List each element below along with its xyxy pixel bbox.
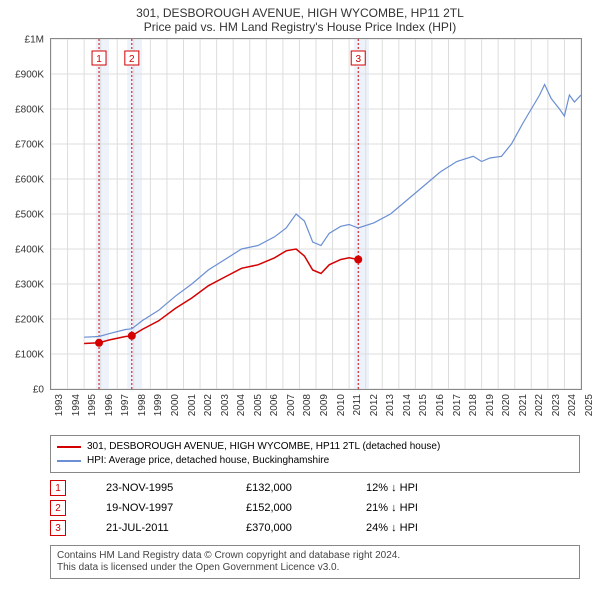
- chart-subtitle: Price paid vs. HM Land Registry's House …: [0, 20, 600, 38]
- x-tick-label: 1998: [137, 394, 148, 416]
- y-tick-label: £400K: [15, 245, 44, 256]
- x-tick-label: 1996: [104, 394, 115, 416]
- x-tick-label: 2021: [518, 394, 529, 416]
- legend-row: HPI: Average price, detached house, Buck…: [57, 454, 573, 468]
- event-price: £152,000: [246, 502, 326, 514]
- event-row: 1 23-NOV-1995 £132,000 12% ↓ HPI: [50, 478, 580, 498]
- svg-text:1: 1: [96, 54, 102, 65]
- chart-title: 301, DESBOROUGH AVENUE, HIGH WYCOMBE, HP…: [0, 0, 600, 20]
- x-tick-label: 1999: [153, 394, 164, 416]
- y-tick-label: £0: [33, 385, 44, 396]
- y-tick-label: £100K: [15, 350, 44, 361]
- legend-label: 301, DESBOROUGH AVENUE, HIGH WYCOMBE, HP…: [87, 440, 440, 454]
- x-tick-label: 2024: [567, 394, 578, 416]
- plot-svg: 1 2 3: [51, 39, 581, 389]
- x-tick-label: 2022: [534, 394, 545, 416]
- y-axis-labels: £0£100K£200K£300K£400K£500K£600K£700K£80…: [0, 40, 48, 390]
- x-tick-label: 2009: [319, 394, 330, 416]
- event-date: 23-NOV-1995: [106, 482, 206, 494]
- event-row: 3 21-JUL-2011 £370,000 24% ↓ HPI: [50, 518, 580, 538]
- event-diff: 24% ↓ HPI: [366, 522, 418, 534]
- x-tick-label: 2000: [170, 394, 181, 416]
- y-tick-label: £300K: [15, 280, 44, 291]
- event-marker: 3: [50, 520, 66, 536]
- x-tick-label: 2011: [352, 394, 363, 416]
- legend-row: 301, DESBOROUGH AVENUE, HIGH WYCOMBE, HP…: [57, 440, 573, 454]
- x-tick-label: 2004: [236, 394, 247, 416]
- x-tick-label: 2003: [220, 394, 231, 416]
- x-tick-label: 1997: [120, 394, 131, 416]
- x-tick-label: 2017: [452, 394, 463, 416]
- x-tick-label: 2019: [485, 394, 496, 416]
- footer-line: This data is licensed under the Open Gov…: [57, 562, 573, 574]
- legend-swatch-hpi: [57, 460, 81, 462]
- event-price: £370,000: [246, 522, 326, 534]
- y-tick-label: £600K: [15, 175, 44, 186]
- svg-text:3: 3: [355, 54, 361, 65]
- x-tick-label: 2013: [385, 394, 396, 416]
- y-tick-label: £1M: [25, 35, 44, 46]
- event-date: 21-JUL-2011: [106, 522, 206, 534]
- legend-swatch-price: [57, 446, 81, 448]
- x-axis-labels: 1993 1994 1995 1996 1997 1998 1999 2000 2001 2002…: [50, 392, 580, 432]
- event-marker: 1: [50, 480, 66, 496]
- legend: 301, DESBOROUGH AVENUE, HIGH WYCOMBE, HP…: [50, 435, 580, 473]
- event-row: 2 19-NOV-1997 £152,000 21% ↓ HPI: [50, 498, 580, 518]
- legend-label: HPI: Average price, detached house, Buck…: [87, 454, 329, 468]
- footer: Contains HM Land Registry data © Crown c…: [50, 545, 580, 579]
- y-tick-label: £800K: [15, 105, 44, 116]
- svg-text:2: 2: [129, 54, 135, 65]
- x-tick-label: 2016: [435, 394, 446, 416]
- x-tick-label: 2002: [203, 394, 214, 416]
- x-tick-label: 2005: [253, 394, 264, 416]
- y-tick-label: £900K: [15, 70, 44, 81]
- y-tick-label: £200K: [15, 315, 44, 326]
- y-tick-label: £500K: [15, 210, 44, 221]
- x-tick-label: 2020: [501, 394, 512, 416]
- y-tick-label: £700K: [15, 140, 44, 151]
- x-tick-label: 2015: [418, 394, 429, 416]
- x-tick-label: 2014: [402, 394, 413, 416]
- x-tick-label: 2018: [468, 394, 479, 416]
- x-tick-label: 2006: [269, 394, 280, 416]
- event-diff: 12% ↓ HPI: [366, 482, 418, 494]
- x-tick-label: 2001: [187, 394, 198, 416]
- x-tick-label: 1995: [87, 394, 98, 416]
- x-tick-label: 2025: [584, 394, 595, 416]
- x-tick-label: 2010: [336, 394, 347, 416]
- x-tick-label: 1993: [54, 394, 65, 416]
- x-tick-label: 2008: [302, 394, 313, 416]
- plot-area: 1 2 3: [50, 38, 582, 390]
- event-diff: 21% ↓ HPI: [366, 502, 418, 514]
- x-tick-label: 2012: [369, 394, 380, 416]
- x-tick-label: 2023: [551, 394, 562, 416]
- x-tick-label: 1994: [71, 394, 82, 416]
- x-tick-label: 2007: [286, 394, 297, 416]
- event-table: 1 23-NOV-1995 £132,000 12% ↓ HPI 2 19-NO…: [50, 478, 580, 538]
- footer-line: Contains HM Land Registry data © Crown c…: [57, 550, 573, 562]
- event-price: £132,000: [246, 482, 326, 494]
- event-marker: 2: [50, 500, 66, 516]
- chart-container: 301, DESBOROUGH AVENUE, HIGH WYCOMBE, HP…: [0, 0, 600, 590]
- event-date: 19-NOV-1997: [106, 502, 206, 514]
